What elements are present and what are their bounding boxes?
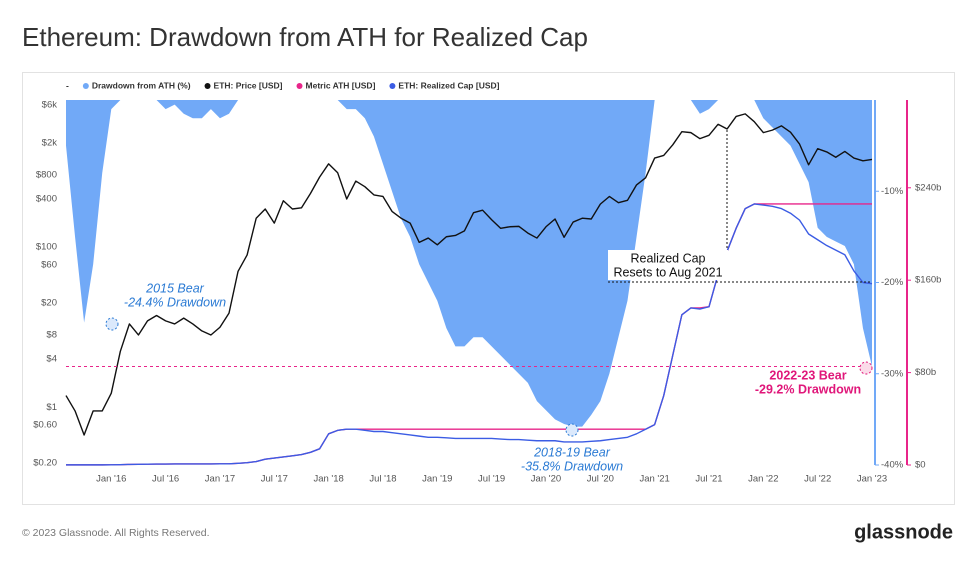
annotation: 2022-23 Bear	[769, 368, 846, 382]
x-tick-label: Jan '21	[639, 474, 669, 485]
marker-circle	[565, 423, 579, 437]
y-tick-label: $4	[46, 354, 57, 365]
legend-swatch	[296, 83, 303, 89]
legend-label: Drawdown from ATH (%)	[92, 80, 191, 90]
y-tick-label: $2k	[42, 138, 58, 149]
x-tick-label: Jan '20	[531, 474, 561, 485]
legend-swatch	[204, 83, 211, 89]
y3-tick-label: $0	[915, 460, 926, 471]
chart-title: Ethereum: Drawdown from ATH for Realized…	[22, 22, 588, 52]
legend-prefix: -	[66, 80, 69, 90]
y-tick-label: $400	[36, 194, 57, 205]
annotation: -29.2% Drawdown	[755, 382, 861, 396]
annotation: -24.4% Drawdown	[124, 295, 226, 309]
x-tick-label: Jan '18	[313, 474, 343, 485]
x-tick-label: Jan '17	[205, 474, 235, 485]
x-tick-label: Jan '19	[422, 474, 452, 485]
x-tick-label: Jan '16	[96, 474, 126, 485]
y-tick-label: $800	[36, 169, 57, 180]
footer: © 2023 Glassnode. All Rights Reserved.	[22, 527, 210, 539]
x-tick-label: Jul '18	[369, 474, 396, 485]
y-tick-label: $0.20	[33, 458, 57, 469]
brand: glassnode	[854, 521, 953, 543]
y-tick-label: $20	[41, 298, 57, 309]
y2-tick-label: -30%	[881, 368, 904, 379]
annotation: 2015 Bear	[145, 281, 205, 295]
marker-circle	[859, 361, 873, 375]
legend: - Drawdown from ATH (%) ETH: Price [USD] Me…	[66, 80, 500, 90]
y2-tick-label: -40%	[881, 460, 904, 471]
marker-circle	[105, 317, 119, 331]
annotation-decor	[66, 130, 873, 437]
legend-label: ETH: Realized Cap [USD]	[398, 80, 499, 90]
y-tick-label: $0.60	[33, 420, 57, 431]
y-tick-label: $100	[36, 242, 57, 253]
plot-area: $6k $2k $800 $400 $100 $60 $20 $8 $4 $1 $0.60 $0.20…	[33, 99, 941, 484]
annotation: Resets to Aug 2021	[613, 265, 722, 279]
x-tick-label: Jul '20	[587, 474, 614, 485]
legend-swatch	[389, 83, 396, 89]
y2-tick-label: -20%	[881, 277, 904, 288]
legend-label: Metric ATH [USD]	[306, 80, 376, 90]
x-tick-label: Jul '17	[261, 474, 288, 485]
annotation: Realized Cap	[630, 251, 705, 265]
x-tick-label: Jul '19	[478, 474, 505, 485]
y3-tick-label: $160b	[915, 275, 941, 286]
y-tick-label: $60	[41, 259, 57, 270]
series-line	[65, 113, 873, 436]
legend-swatch	[82, 83, 89, 89]
chart-frame	[22, 72, 955, 505]
y3-tick-label: $240b	[915, 182, 941, 193]
x-tick-label: Jul '22	[804, 474, 831, 485]
y-tick-label: $1	[46, 402, 57, 413]
label-background	[608, 250, 728, 280]
y-tick-label: $8	[46, 330, 57, 341]
x-tick-label: Jul '16	[152, 474, 179, 485]
annotations: 2015 Bear -24.4% Drawdown 2018-19 Bear -…	[124, 251, 861, 473]
x-tick-label: Jan '23	[857, 474, 887, 485]
x-tick-label: Jan '22	[748, 474, 778, 485]
y2-tick-label: -10%	[881, 186, 904, 197]
drawdown-area	[66, 100, 872, 427]
legend-label: ETH: Price [USD]	[214, 80, 283, 90]
annotation: 2018-19 Bear	[533, 445, 611, 459]
series-line	[66, 203, 873, 466]
annotation: -35.8% Drawdown	[521, 459, 623, 473]
y3-tick-label: $80b	[915, 367, 936, 378]
y-tick-label: $6k	[42, 99, 58, 110]
x-tick-label: Jul '21	[695, 474, 722, 485]
